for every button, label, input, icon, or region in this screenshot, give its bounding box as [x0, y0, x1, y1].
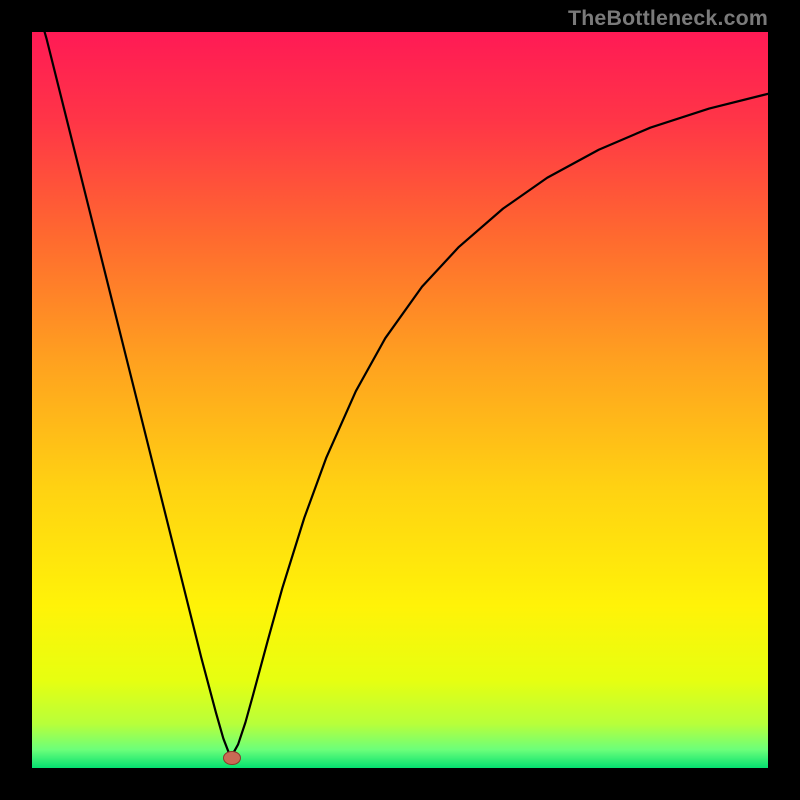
- watermark-text: TheBottleneck.com: [568, 6, 768, 31]
- gradient-background: [32, 32, 768, 768]
- frame-border-left: [0, 0, 32, 800]
- optimum-marker: [223, 751, 241, 765]
- chart-frame: TheBottleneck.com: [0, 0, 800, 800]
- plot-area: [32, 32, 768, 768]
- frame-border-right: [768, 0, 800, 800]
- plot-svg: [32, 32, 768, 768]
- frame-border-bottom: [0, 768, 800, 800]
